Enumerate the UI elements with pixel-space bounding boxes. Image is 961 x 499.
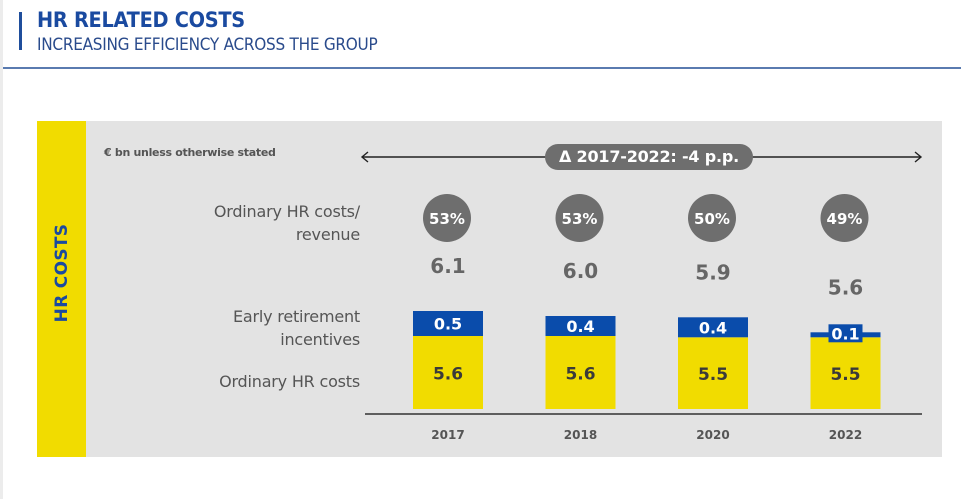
ratio-label-2017: 53% bbox=[429, 210, 465, 228]
row-label-early-retirement: Early retirement incentives bbox=[233, 305, 360, 351]
bar-early-2020 bbox=[678, 317, 748, 338]
unit-note: € bn unless otherwise stated bbox=[104, 146, 276, 159]
side-strip bbox=[37, 121, 86, 457]
x-tick-label-2018: 2018 bbox=[564, 428, 597, 442]
header-divider bbox=[3, 67, 961, 69]
row-label-ratio: Ordinary HR costs/ revenue bbox=[214, 200, 360, 246]
bar-early-2017 bbox=[413, 311, 483, 336]
row-label-ordinary: Ordinary HR costs bbox=[219, 372, 360, 391]
label-total-2018: 6.0 bbox=[563, 259, 598, 283]
chart-panel bbox=[37, 121, 942, 457]
bar-ordinary-2022 bbox=[810, 337, 881, 409]
label-early-2018: 0.4 bbox=[566, 317, 594, 336]
row-label-early-line2: incentives bbox=[280, 330, 360, 349]
chart-marks: 5.6 0.5 6.1 53% 2017 5.6 0.4 6.0 53% 2018 5.5 0.4 5.… bbox=[413, 194, 881, 442]
ratio-label-2018: 53% bbox=[562, 210, 598, 228]
label-ordinary-2018: 5.6 bbox=[565, 365, 595, 385]
delta-annotation-badge: Δ 2017-2022: -4 p.p. bbox=[545, 144, 753, 170]
bar-ordinary-2017 bbox=[413, 336, 483, 409]
label-ordinary-2017: 5.6 bbox=[433, 365, 463, 385]
label-total-2020: 5.9 bbox=[695, 260, 730, 284]
page-subtitle: INCREASING EFFICIENCY ACROSS THE GROUP bbox=[37, 35, 378, 55]
label-early-2017: 0.5 bbox=[434, 315, 462, 334]
row-label-ratio-line2: revenue bbox=[295, 225, 360, 244]
label-ordinary-2022: 5.5 bbox=[830, 365, 860, 385]
ratio-label-2022: 49% bbox=[827, 210, 863, 228]
right-arrowhead-icon bbox=[914, 151, 923, 163]
page-edge bbox=[0, 0, 3, 499]
title-accent-bar bbox=[19, 12, 22, 50]
label-total-2017: 6.1 bbox=[430, 254, 465, 278]
label-box-early-2022 bbox=[828, 324, 863, 343]
ratio-circle-2017 bbox=[423, 194, 471, 242]
bar-early-2018 bbox=[545, 316, 616, 336]
label-early-2020: 0.4 bbox=[699, 318, 727, 337]
bar-ordinary-2020 bbox=[678, 337, 748, 409]
label-ordinary-2020: 5.5 bbox=[698, 365, 728, 385]
row-label-ratio-line1: Ordinary HR costs/ bbox=[213, 202, 360, 221]
label-early-2022: 0.1 bbox=[831, 324, 859, 343]
bar-ordinary-2018 bbox=[545, 336, 616, 409]
left-arrowhead-icon bbox=[360, 151, 369, 163]
ratio-circle-2022 bbox=[820, 194, 869, 242]
x-tick-label-2022: 2022 bbox=[829, 428, 862, 442]
ratio-circle-2020 bbox=[688, 194, 736, 242]
page-title: HR RELATED COSTS bbox=[37, 8, 245, 32]
x-tick-label-2017: 2017 bbox=[431, 428, 464, 442]
ratio-label-2020: 50% bbox=[694, 210, 730, 228]
x-tick-label-2020: 2020 bbox=[696, 428, 729, 442]
row-label-early-line1: Early retirement bbox=[233, 307, 360, 326]
ratio-circle-2018 bbox=[555, 194, 604, 242]
label-total-2022: 5.6 bbox=[828, 275, 863, 299]
